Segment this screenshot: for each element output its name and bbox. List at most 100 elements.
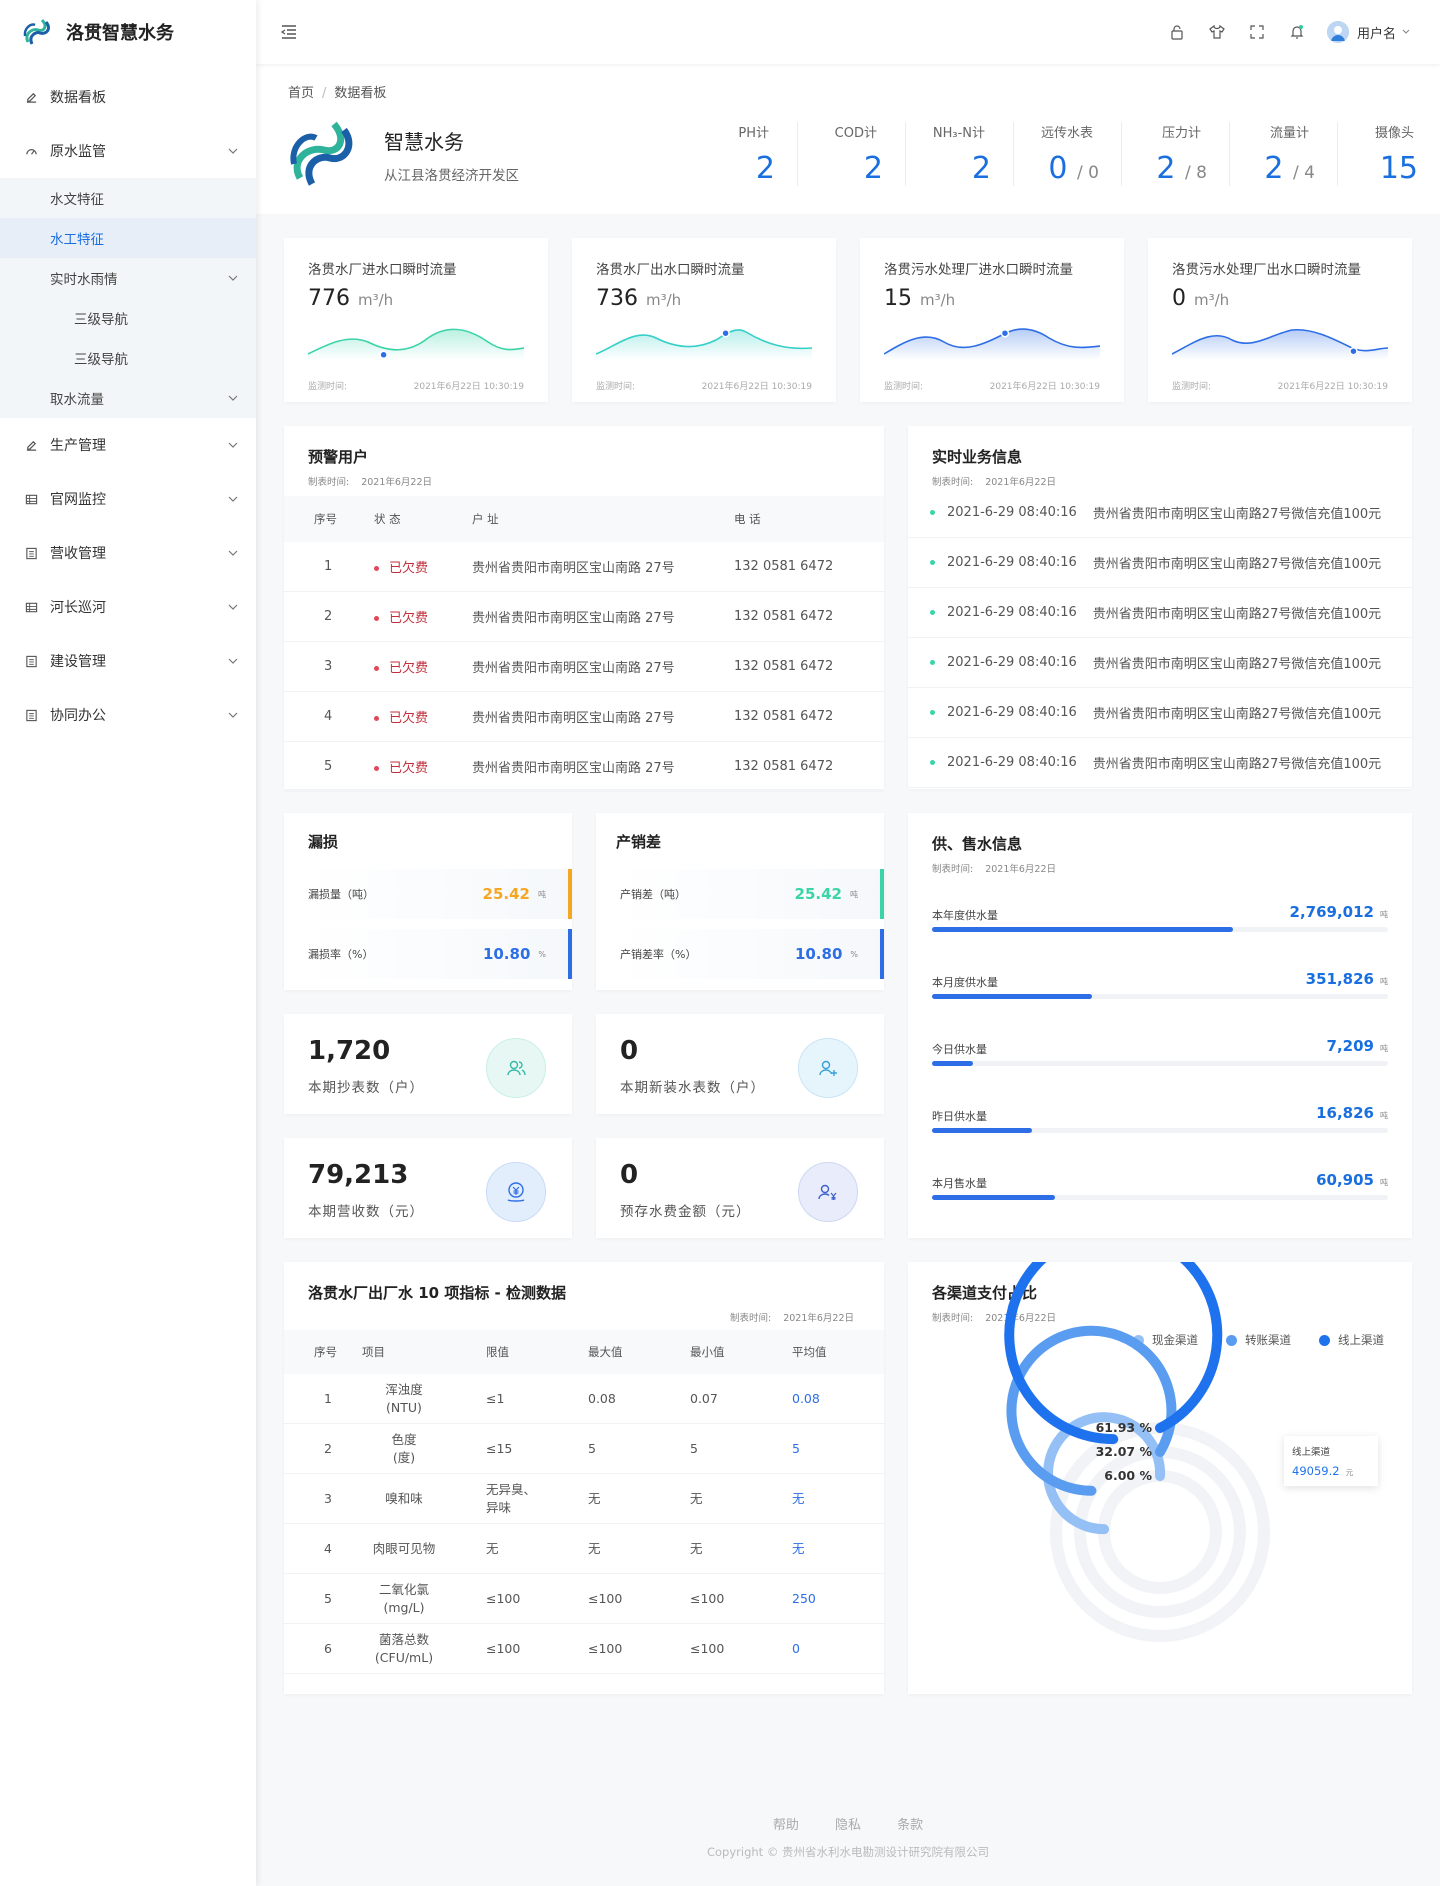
sidebar-sub-intake[interactable]: 取水流量 xyxy=(0,378,256,418)
card-title: 漏损 xyxy=(308,833,339,851)
table-row[interactable]: 2 已欠费 贵州省贵阳市南明区宝山南路 27号 132 0581 6472 xyxy=(284,592,884,642)
cell-no: 1 xyxy=(324,1390,332,1406)
stat-total: / 4 xyxy=(1293,163,1315,183)
stat-value: 2 / 4 xyxy=(1230,151,1337,186)
table-row[interactable]: 4 肉眼可见物 无 无 无 无 xyxy=(284,1524,884,1574)
list-item[interactable]: 2021-6-29 08:40:16 贵州省贵阳市南明区宝山南路27号微信充值10… xyxy=(908,538,1412,588)
fullscreen-icon[interactable] xyxy=(1249,24,1265,40)
shirt-icon[interactable] xyxy=(1209,24,1225,40)
legend-label: 转账渠道 xyxy=(1245,1333,1291,1347)
radial-bar[interactable] xyxy=(1006,1325,1177,1496)
timestamp-value: 2021年6月22日 10:30:19 xyxy=(413,382,524,392)
lock-icon[interactable] xyxy=(1169,24,1185,40)
radial-bar[interactable] xyxy=(1004,1262,1223,1445)
stat-pressure[interactable]: 压力计 2 / 8 xyxy=(1122,122,1230,186)
sidebar-third-nav[interactable]: 三级导航 xyxy=(74,352,128,368)
list-item[interactable]: 2021-6-29 08:40:16 贵州省贵阳市南明区宝山南路27号微信充值10… xyxy=(908,488,1412,538)
chevron-down-icon xyxy=(228,148,238,154)
supply-label: 本月度供水量 xyxy=(932,976,998,989)
cell-status: 已欠费 xyxy=(374,707,472,726)
status-dot xyxy=(930,710,935,715)
sparkline-point[interactable] xyxy=(1349,346,1358,356)
stat-ph[interactable]: PH计 2 xyxy=(690,122,798,186)
list-icon xyxy=(24,708,38,722)
footer-link-help[interactable]: 帮助 xyxy=(772,1818,799,1833)
cell-phone: 132 0581 6472 xyxy=(734,559,834,574)
sidebar-item-label: 河长巡河 xyxy=(50,600,106,616)
stat-value: 2 xyxy=(690,151,797,186)
sidebar-item-revenue[interactable]: 营收管理 xyxy=(0,526,256,580)
sidebar-item-network[interactable]: 官网监控 xyxy=(0,472,256,526)
stat-remote-meter[interactable]: 远传水表 0 / 0 xyxy=(1014,122,1122,186)
list-item[interactable]: 2021-6-29 08:40:16 贵州省贵阳市南明区宝山南路27号微信充值10… xyxy=(908,738,1412,788)
bell-icon[interactable] xyxy=(1289,24,1305,40)
stat-cod[interactable]: COD计 2 xyxy=(798,122,906,186)
status-dot xyxy=(374,766,379,771)
status-text: 已欠费 xyxy=(389,711,429,726)
sparkline-line xyxy=(308,328,524,355)
sidebar-item-river[interactable]: 河长巡河 xyxy=(0,580,256,634)
status-dot xyxy=(374,566,379,571)
table-row[interactable]: 2 色度 (度) ≤15 5 5 5 xyxy=(284,1424,884,1474)
water-quality-card: 洛贯水厂出厂水 10 项指标 - 检测数据 制表时间: 2021年6月22日 序号… xyxy=(284,1262,884,1694)
list-icon xyxy=(24,546,38,560)
meta-label: 制表时间: xyxy=(729,1313,772,1324)
sidebar-item-label: 营收管理 xyxy=(50,546,106,562)
copyright: Copyright © 贵州省水利水电勘测设计研究院有限公司 xyxy=(706,1845,989,1859)
cell-no: 3 xyxy=(324,1490,332,1506)
table-row[interactable]: 5 二氧化氯 (mg/L) ≤100 ≤100 ≤100 250 xyxy=(284,1574,884,1624)
sidebar-sub-rain[interactable]: 实时水雨情 xyxy=(0,258,256,298)
stat-camera[interactable]: 摄像头 15 xyxy=(1338,122,1422,186)
menu-fold-icon[interactable] xyxy=(280,23,298,41)
sparkline-point[interactable] xyxy=(1000,328,1010,338)
flow-timestamp: 监测时间: 2021年6月22日 10:30:19 xyxy=(1172,379,1388,392)
footer-link-privacy[interactable]: 隐私 xyxy=(834,1818,861,1833)
item-time: 2021-6-29 08:40:16 xyxy=(947,505,1077,520)
sidebar-item-office[interactable]: 协同办公 xyxy=(0,688,256,742)
cell-phone: 132 0581 6472 xyxy=(734,609,834,624)
supply-item: 昨日供水量 16,826 吨 xyxy=(932,1098,1388,1154)
item-text: 贵州省贵阳市南明区宝山南路27号微信充值100元 xyxy=(1092,557,1382,572)
cell-address: 贵州省贵阳市南明区宝山南路 27号 xyxy=(472,711,675,726)
metric-label: 产销差率（%） xyxy=(620,948,697,961)
sparkline-point[interactable] xyxy=(721,328,730,338)
breadcrumb-home[interactable]: 首页 xyxy=(288,86,315,101)
sidebar-item-dashboard[interactable]: 数据看板 xyxy=(0,70,256,124)
table-row[interactable]: 3 嗅和味 无异臭、 异味 无 无 无 xyxy=(284,1474,884,1524)
item-text: 贵州省贵阳市南明区宝山南路27号微信充值100元 xyxy=(1092,607,1382,622)
table-row[interactable]: 1 已欠费 贵州省贵阳市南明区宝山南路 27号 132 0581 6472 xyxy=(284,542,884,592)
sparkline-point[interactable] xyxy=(379,350,388,360)
sidebar-sub-hydraulic[interactable]: 水工特征 xyxy=(0,218,256,258)
stat-flowmeter[interactable]: 流量计 2 / 4 xyxy=(1230,122,1338,186)
table-row[interactable]: 5 已欠费 贵州省贵阳市南明区宝山南路 27号 132 0581 6472 xyxy=(284,742,884,792)
page-title: 智慧水务 xyxy=(384,130,464,154)
list-item[interactable]: 2021-6-29 08:40:16 贵州省贵阳市南明区宝山南路27号微信充值10… xyxy=(908,588,1412,638)
sidebar-item-raw-water[interactable]: 原水监管 xyxy=(0,124,256,178)
logo-icon xyxy=(23,18,50,45)
list-item[interactable]: 2021-6-29 08:40:16 贵州省贵阳市南明区宝山南路27号微信充值10… xyxy=(908,688,1412,738)
table-row[interactable]: 6 菌落总数 (CFU/mL) ≤100 ≤100 ≤100 0 xyxy=(284,1624,884,1674)
stat-nh3n[interactable]: NH₃-N计 2 xyxy=(906,122,1014,186)
metric-accent-bar xyxy=(880,929,884,979)
table-row[interactable]: 1 浑浊度 (NTU) ≤1 0.08 0.07 0.08 xyxy=(284,1374,884,1424)
legend-item[interactable]: 线上渠道 xyxy=(1319,1332,1384,1348)
sidebar-sub-hydrology[interactable]: 水文特征 xyxy=(0,178,256,218)
cell-limit: 无 xyxy=(486,1540,499,1556)
chart-legend: 现金渠道 转账渠道 线上渠道 xyxy=(1105,1332,1384,1348)
user-menu[interactable]: 用户名 xyxy=(1326,21,1410,43)
sidebar-third-nav[interactable]: 三级导航 xyxy=(74,312,128,328)
number-label: 本期新装水表数（户） xyxy=(620,1080,765,1096)
list-item[interactable]: 2021-6-29 08:40:16 贵州省贵阳市南明区宝山南路27号微信充值10… xyxy=(908,638,1412,688)
warning-table: 序号 状 态 户 址 电 话 1 已欠费 贵州省贵阳市南明区宝山南路 27号 132 … xyxy=(284,496,884,792)
legend-item[interactable]: 转账渠道 xyxy=(1226,1332,1291,1348)
footer-link-terms[interactable]: 条款 xyxy=(897,1818,924,1833)
table-row[interactable]: 3 已欠费 贵州省贵阳市南明区宝山南路 27号 132 0581 6472 xyxy=(284,642,884,692)
flow-number: 736 xyxy=(596,286,638,311)
brand-logo-icon xyxy=(290,121,353,186)
sidebar-item-construction[interactable]: 建设管理 xyxy=(0,634,256,688)
sidebar-item-production[interactable]: 生产管理 xyxy=(0,418,256,472)
stat-value: 2 / 8 xyxy=(1122,151,1229,186)
app-logo[interactable]: 洛贯智慧水务 xyxy=(0,0,256,64)
diff-rate: 产销差率（%） 10.80 % xyxy=(616,929,884,979)
table-row[interactable]: 4 已欠费 贵州省贵阳市南明区宝山南路 27号 132 0581 6472 xyxy=(284,692,884,742)
